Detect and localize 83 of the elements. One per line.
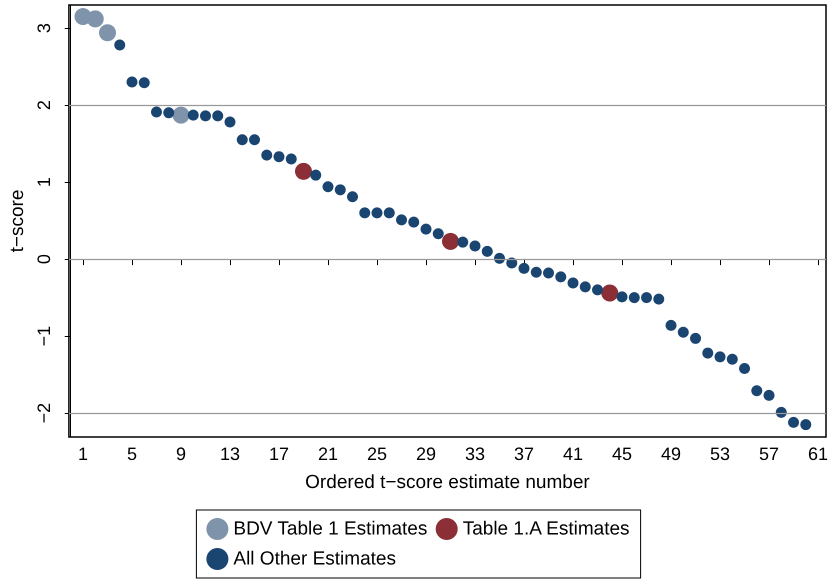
x-tick-label: 5 <box>126 444 137 464</box>
point <box>751 385 762 396</box>
x-tick-label: 17 <box>268 444 290 464</box>
point <box>616 291 628 302</box>
point <box>580 281 591 292</box>
point <box>764 390 775 401</box>
point <box>543 267 554 278</box>
x-axis-title: Ordered t−score estimate number <box>305 472 590 493</box>
point <box>322 181 334 192</box>
x-tick-label: 49 <box>661 444 682 464</box>
point <box>236 134 248 146</box>
y-tick-label: −1 <box>34 326 54 346</box>
point <box>188 110 199 121</box>
point <box>384 207 395 218</box>
point <box>653 294 664 305</box>
point <box>151 106 162 118</box>
y-tick-label: −2 <box>34 402 54 424</box>
point <box>800 419 812 430</box>
point <box>601 284 618 302</box>
x-tick-label: 57 <box>759 444 780 464</box>
legend-label: BDV Table 1 Estimates <box>233 518 428 540</box>
y-tick-label: 2 <box>34 100 54 110</box>
point <box>666 320 677 331</box>
x-tick-label: 61 <box>808 444 828 464</box>
point <box>530 266 542 278</box>
point <box>200 110 211 122</box>
x-tick-label: 13 <box>220 444 240 464</box>
legend-label: All Other Estimates <box>233 548 396 570</box>
point <box>420 224 432 235</box>
point <box>274 151 284 162</box>
x-tick-label: 33 <box>465 444 486 464</box>
point <box>295 162 312 180</box>
x-tick-label: 9 <box>176 444 186 464</box>
point <box>432 228 444 240</box>
point <box>249 134 260 146</box>
x-tick-label: 21 <box>318 444 338 464</box>
point <box>788 416 800 428</box>
point <box>457 236 468 248</box>
point <box>408 216 420 228</box>
point <box>334 184 346 196</box>
point <box>86 10 104 28</box>
point <box>359 207 370 218</box>
point <box>555 271 566 282</box>
x-tick-label: 53 <box>710 444 730 464</box>
point <box>714 351 726 362</box>
point <box>690 332 702 344</box>
x-tick-label: 41 <box>563 444 584 464</box>
legend-label: Table 1.A Estimates <box>462 518 630 540</box>
point <box>372 207 383 218</box>
point <box>224 116 236 128</box>
point <box>138 77 150 88</box>
point <box>212 110 224 122</box>
y-tick-label: 1 <box>34 177 54 188</box>
point <box>126 76 138 88</box>
point <box>261 150 272 161</box>
x-tick-label: 25 <box>366 444 388 464</box>
x-tick-label: 37 <box>514 444 534 464</box>
point <box>592 284 604 296</box>
point <box>482 246 493 257</box>
y-tick-label: 0 <box>34 254 54 264</box>
point <box>628 292 640 304</box>
point <box>641 292 652 304</box>
point <box>442 232 460 250</box>
x-tick-label: 1 <box>78 444 88 464</box>
point <box>739 362 750 374</box>
y-tick-label: 3 <box>34 23 54 34</box>
point <box>568 277 579 288</box>
point <box>286 154 297 165</box>
point <box>310 170 322 181</box>
y-axis-title: t−score <box>7 190 28 252</box>
x-tick-label: 29 <box>416 444 436 464</box>
point <box>702 348 714 359</box>
point <box>347 191 358 202</box>
point <box>163 107 174 118</box>
point <box>726 354 738 365</box>
point <box>678 326 689 338</box>
x-tick-label: 45 <box>612 444 632 464</box>
point <box>99 24 116 42</box>
point <box>114 40 126 51</box>
point <box>396 214 408 226</box>
point <box>518 262 530 274</box>
point <box>172 106 190 124</box>
point <box>470 240 481 252</box>
